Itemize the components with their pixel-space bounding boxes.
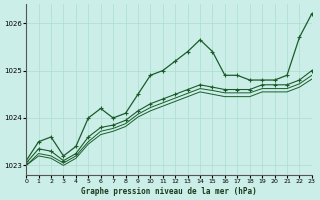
X-axis label: Graphe pression niveau de la mer (hPa): Graphe pression niveau de la mer (hPa) — [81, 187, 257, 196]
